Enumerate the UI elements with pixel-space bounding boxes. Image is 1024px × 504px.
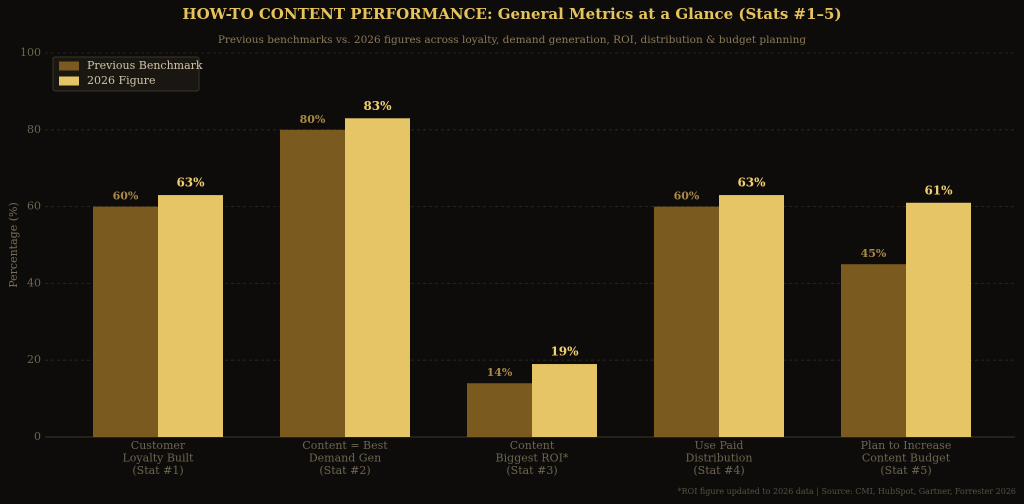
value-label: 80% [300, 113, 326, 126]
value-label: 63% [737, 176, 766, 190]
value-label: 83% [363, 99, 392, 113]
bar [158, 195, 223, 437]
bar [719, 195, 784, 437]
value-label: 19% [550, 345, 579, 359]
value-label: 61% [924, 183, 953, 197]
chart-title: HOW-TO CONTENT PERFORMANCE: General Metr… [182, 5, 841, 23]
bar [93, 206, 158, 437]
y-tick-label: 20 [27, 353, 41, 366]
bar [532, 364, 597, 437]
bar [906, 202, 971, 437]
x-tick-label: Content = Best Demand Gen (Stat #2) [302, 439, 388, 477]
value-label: 14% [487, 366, 513, 379]
y-tick-label: 0 [34, 430, 41, 443]
value-label: 45% [861, 247, 887, 260]
x-tick-label: Customer Loyalty Built (Stat #1) [123, 439, 195, 477]
legend-label: Previous Benchmark [87, 59, 203, 72]
bar [467, 383, 532, 437]
bar [345, 118, 410, 437]
y-tick-label: 60 [27, 200, 41, 213]
value-label: 63% [176, 176, 205, 190]
bar [654, 206, 719, 437]
y-tick-label: 80 [27, 123, 41, 136]
y-axis-label: Percentage (%) [7, 202, 20, 288]
y-tick-label: 40 [27, 276, 41, 289]
legend-box [52, 56, 200, 92]
legend-swatch [59, 76, 79, 86]
x-tick-label: Use Paid Distribution (Stat #4) [686, 439, 753, 477]
x-tick-label: Content Biggest ROI* (Stat #3) [496, 439, 569, 477]
x-tick-label: Plan to Increase Content Budget (Stat #5) [861, 439, 952, 477]
bar [841, 264, 906, 437]
value-label: 60% [113, 190, 139, 203]
bar [280, 129, 345, 438]
value-label: 60% [674, 190, 700, 203]
legend-swatch [59, 61, 79, 71]
legend-label: 2026 Figure [87, 74, 156, 87]
footnote: *ROI figure updated to 2026 data | Sourc… [678, 487, 1016, 496]
chart-subtitle: Previous benchmarks vs. 2026 figures acr… [218, 34, 807, 46]
y-tick-label: 100 [20, 46, 41, 59]
